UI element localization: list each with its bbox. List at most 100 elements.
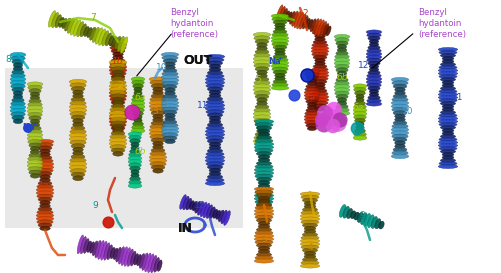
Polygon shape: [161, 52, 178, 57]
Polygon shape: [149, 100, 166, 105]
Polygon shape: [152, 87, 163, 92]
Polygon shape: [69, 136, 87, 141]
Polygon shape: [441, 104, 453, 109]
Polygon shape: [110, 107, 126, 112]
Polygon shape: [164, 62, 175, 67]
Polygon shape: [208, 90, 220, 95]
Polygon shape: [271, 33, 288, 37]
Polygon shape: [294, 11, 301, 28]
Polygon shape: [255, 256, 273, 260]
Polygon shape: [363, 213, 370, 226]
Polygon shape: [118, 247, 124, 264]
Polygon shape: [258, 184, 270, 188]
Polygon shape: [111, 100, 125, 105]
Polygon shape: [256, 218, 271, 222]
Text: 10: 10: [401, 108, 413, 117]
Polygon shape: [107, 245, 112, 260]
Polygon shape: [366, 83, 381, 87]
Polygon shape: [256, 193, 271, 197]
Polygon shape: [256, 253, 271, 257]
Polygon shape: [254, 212, 274, 216]
Polygon shape: [300, 217, 319, 221]
Polygon shape: [161, 126, 178, 131]
Polygon shape: [254, 197, 274, 201]
Text: 3: 3: [261, 236, 267, 245]
Polygon shape: [149, 104, 166, 109]
Point: [335, 118, 343, 122]
Polygon shape: [11, 112, 25, 117]
Polygon shape: [360, 213, 366, 225]
Polygon shape: [69, 104, 87, 109]
Polygon shape: [438, 98, 456, 103]
Polygon shape: [255, 206, 273, 210]
Polygon shape: [205, 132, 224, 137]
Polygon shape: [305, 18, 310, 28]
Polygon shape: [161, 81, 178, 86]
Polygon shape: [132, 111, 143, 116]
Polygon shape: [12, 59, 24, 64]
Polygon shape: [256, 177, 271, 182]
Polygon shape: [95, 240, 101, 258]
Polygon shape: [89, 27, 96, 40]
Polygon shape: [253, 63, 270, 68]
Polygon shape: [253, 111, 271, 116]
Polygon shape: [254, 119, 274, 124]
Polygon shape: [438, 113, 456, 118]
Text: 11: 11: [197, 100, 208, 109]
Polygon shape: [254, 234, 274, 238]
Polygon shape: [36, 139, 54, 144]
Polygon shape: [255, 94, 269, 99]
Polygon shape: [128, 163, 141, 168]
Polygon shape: [300, 264, 319, 268]
Polygon shape: [205, 100, 224, 104]
Polygon shape: [256, 98, 267, 102]
Polygon shape: [28, 112, 42, 117]
Text: 9: 9: [92, 200, 98, 209]
Polygon shape: [368, 64, 378, 69]
Polygon shape: [13, 66, 23, 71]
Polygon shape: [255, 231, 273, 235]
Polygon shape: [71, 115, 85, 120]
Polygon shape: [335, 68, 348, 72]
Polygon shape: [258, 246, 270, 251]
Polygon shape: [255, 139, 273, 143]
Polygon shape: [255, 67, 269, 72]
Polygon shape: [38, 181, 52, 186]
Polygon shape: [391, 134, 407, 139]
Polygon shape: [131, 170, 139, 174]
Polygon shape: [311, 76, 328, 81]
Polygon shape: [255, 215, 273, 219]
Polygon shape: [441, 60, 453, 64]
Polygon shape: [121, 247, 127, 266]
Polygon shape: [83, 238, 89, 253]
Polygon shape: [378, 221, 383, 229]
Polygon shape: [110, 80, 126, 85]
Polygon shape: [111, 58, 125, 63]
Polygon shape: [110, 145, 126, 149]
Polygon shape: [69, 165, 87, 170]
Polygon shape: [273, 55, 287, 59]
Polygon shape: [437, 119, 457, 124]
Polygon shape: [394, 114, 405, 119]
Polygon shape: [278, 6, 285, 22]
Polygon shape: [439, 63, 455, 67]
Polygon shape: [71, 172, 85, 177]
Polygon shape: [274, 23, 285, 28]
Polygon shape: [256, 152, 271, 156]
Polygon shape: [71, 97, 85, 102]
Polygon shape: [157, 260, 162, 271]
Polygon shape: [10, 105, 26, 110]
Text: 5: 5: [255, 76, 261, 85]
Polygon shape: [128, 135, 141, 140]
Polygon shape: [390, 154, 408, 159]
Polygon shape: [365, 55, 381, 59]
Polygon shape: [374, 219, 380, 229]
Polygon shape: [337, 71, 346, 76]
Polygon shape: [439, 54, 455, 58]
Polygon shape: [112, 103, 123, 108]
Text: +: +: [277, 57, 282, 61]
Polygon shape: [112, 152, 123, 156]
Polygon shape: [439, 110, 455, 115]
Polygon shape: [271, 83, 288, 87]
Polygon shape: [311, 46, 328, 51]
